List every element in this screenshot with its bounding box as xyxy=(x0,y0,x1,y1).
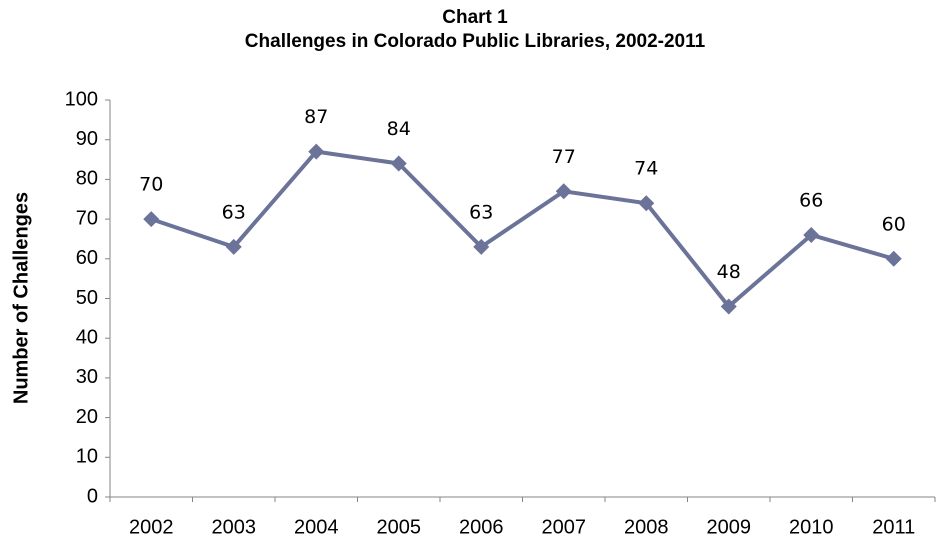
marker xyxy=(225,238,242,255)
x-tick-label: 2007 xyxy=(542,516,587,538)
marker xyxy=(308,143,325,160)
marker xyxy=(555,183,572,200)
y-tick-label: 70 xyxy=(76,207,98,229)
y-tick-label: 100 xyxy=(65,88,98,110)
y-tick-label: 50 xyxy=(76,287,98,309)
data-label: 66 xyxy=(799,189,823,211)
x-tick-label: 2003 xyxy=(212,516,257,538)
marker xyxy=(390,155,407,172)
x-tick-label: 2004 xyxy=(294,516,339,538)
x-tick-label: 2006 xyxy=(459,516,504,538)
data-label: 87 xyxy=(304,106,328,128)
y-tick-label: 10 xyxy=(76,446,98,468)
data-label: 84 xyxy=(387,118,411,140)
x-tick-label: 2009 xyxy=(707,516,752,538)
y-tick-label: 20 xyxy=(76,406,98,428)
data-label: 63 xyxy=(469,201,493,223)
marker xyxy=(720,298,737,315)
x-tick-label: 2008 xyxy=(624,516,669,538)
data-label: 70 xyxy=(139,174,163,196)
marker xyxy=(885,250,902,267)
marker xyxy=(473,238,490,255)
chart-subtitle: Challenges in Colorado Public Libraries,… xyxy=(245,31,706,52)
y-tick-label: 40 xyxy=(76,326,98,348)
y-axis-title: Number of Challenges xyxy=(10,192,32,404)
x-tick-label: 2011 xyxy=(872,516,915,538)
x-tick-label: 2002 xyxy=(129,516,174,538)
series-line xyxy=(150,149,895,309)
y-tick-label: 0 xyxy=(87,485,98,507)
data-label: 77 xyxy=(552,146,576,168)
marker xyxy=(638,195,655,212)
data-label: 48 xyxy=(717,261,741,283)
data-label: 63 xyxy=(222,201,246,223)
y-tick-label: 90 xyxy=(76,128,98,150)
y-tick-label: 80 xyxy=(76,168,98,190)
x-tick-label: 2005 xyxy=(377,516,422,538)
chart-title: Chart 1 xyxy=(442,7,508,28)
y-tick-label: 60 xyxy=(76,247,98,269)
marker xyxy=(143,211,160,228)
x-tick-label: 2010 xyxy=(789,516,834,538)
data-label: 74 xyxy=(634,158,658,180)
y-tick-label: 30 xyxy=(76,366,98,388)
data-label: 60 xyxy=(882,213,906,235)
marker xyxy=(803,226,820,243)
